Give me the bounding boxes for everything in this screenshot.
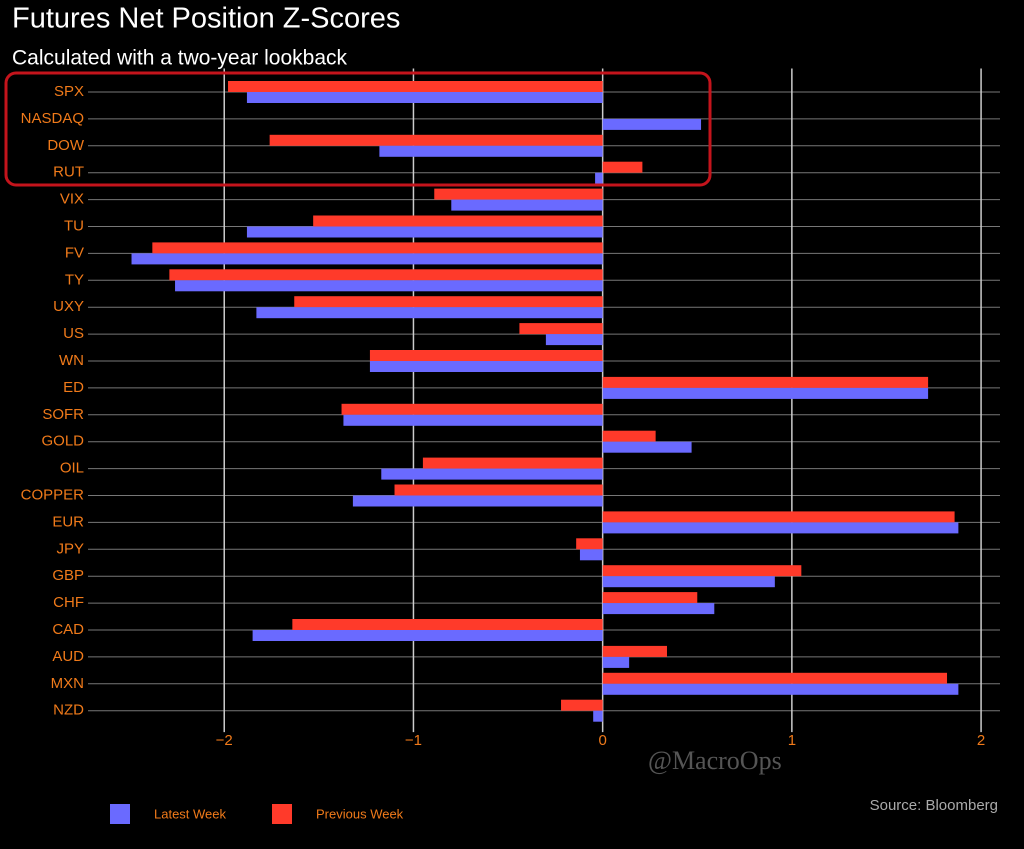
- bar: [381, 468, 603, 480]
- bar: [252, 630, 603, 641]
- y-tick-label: RUT: [53, 164, 84, 181]
- bar: [602, 683, 959, 695]
- bar: [576, 538, 603, 550]
- bar: [602, 511, 955, 523]
- y-tick-label: GBP: [52, 567, 84, 584]
- bar: [152, 242, 603, 254]
- bar: [593, 710, 603, 722]
- bar: [602, 522, 959, 534]
- bar: [294, 296, 603, 308]
- bar: [602, 656, 630, 668]
- bar: [595, 172, 603, 184]
- bar: [602, 387, 929, 399]
- legend-label: Latest Week: [154, 806, 227, 821]
- bar: [175, 280, 603, 292]
- y-tick-label: US: [63, 325, 84, 342]
- highlight-box: [4, 71, 712, 187]
- bar: [579, 549, 603, 561]
- y-tick-label: TU: [64, 217, 84, 234]
- bar: [602, 118, 702, 130]
- x-tick-label: 2: [977, 732, 985, 749]
- source: Source: Bloomberg: [870, 797, 998, 814]
- bar: [169, 269, 603, 281]
- x-tick-label: −2: [216, 732, 233, 749]
- y-tick-label: EUR: [52, 513, 84, 530]
- y-tick-label: MXN: [51, 675, 84, 692]
- chart-title: Futures Net Position Z-Scores: [12, 3, 400, 35]
- bar: [602, 645, 667, 657]
- y-tick-label: JPY: [56, 540, 84, 557]
- legend-label: Previous Week: [316, 806, 404, 821]
- y-tick-label: DOW: [47, 137, 85, 154]
- bar: [131, 253, 603, 265]
- bar: [602, 430, 656, 442]
- y-tick-label: CAD: [52, 621, 84, 638]
- bar: [269, 134, 603, 146]
- y-tick-label: COPPER: [21, 486, 85, 503]
- bar: [394, 484, 603, 496]
- y-tick-label: FV: [65, 244, 84, 261]
- y-tick-label: UXY: [53, 298, 84, 315]
- bar: [256, 307, 603, 319]
- bar: [369, 350, 603, 361]
- bar: [228, 81, 603, 92]
- bar: [343, 414, 603, 426]
- x-tick-label: 1: [788, 732, 796, 749]
- legend-swatch: [110, 804, 130, 824]
- bar: [602, 565, 802, 577]
- y-tick-label: NZD: [53, 702, 84, 719]
- legend-swatch: [272, 804, 292, 824]
- bar: [292, 619, 603, 630]
- bar: [246, 92, 603, 103]
- bar: [519, 323, 603, 335]
- bar: [246, 226, 603, 238]
- y-tick-label: VIX: [60, 191, 84, 208]
- bar: [379, 145, 603, 157]
- watermark: @MacroOps: [648, 746, 782, 775]
- bar: [602, 376, 929, 388]
- bar: [545, 334, 603, 346]
- y-tick-label: TY: [65, 271, 84, 288]
- x-tick-label: −1: [405, 732, 422, 749]
- y-tick-label: NASDAQ: [21, 110, 84, 127]
- chart-subtitle: Calculated with a two-year lookback: [12, 47, 347, 70]
- bar: [602, 672, 948, 684]
- bar: [561, 699, 603, 711]
- y-tick-label: SPX: [54, 83, 84, 100]
- y-tick-label: OIL: [60, 460, 84, 477]
- bar: [341, 403, 603, 415]
- y-tick-label: WN: [59, 352, 84, 369]
- bar: [602, 161, 643, 173]
- y-tick-label: CHF: [53, 594, 84, 611]
- bar: [602, 576, 775, 588]
- bar: [369, 361, 603, 372]
- bar: [313, 215, 603, 227]
- y-tick-label: GOLD: [41, 433, 84, 450]
- bar: [602, 441, 692, 453]
- bar: [602, 603, 715, 615]
- y-tick-label: AUD: [52, 648, 84, 665]
- y-tick-label: ED: [63, 379, 84, 396]
- bar: [352, 495, 603, 507]
- bar: [602, 592, 698, 604]
- bar: [451, 199, 603, 211]
- y-tick-label: SOFR: [42, 406, 84, 423]
- bar: [434, 188, 603, 200]
- bar: [422, 457, 603, 469]
- x-tick-label: 0: [598, 732, 606, 749]
